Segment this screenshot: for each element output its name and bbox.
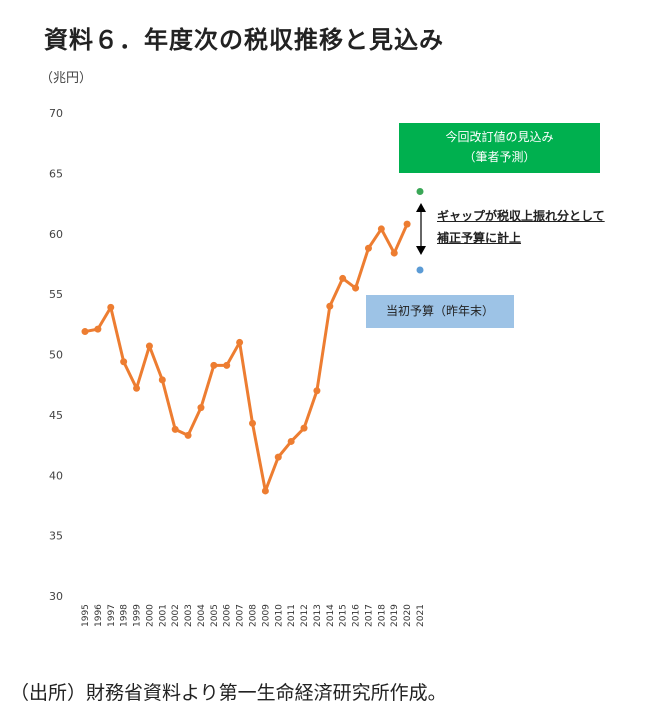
data-point	[274, 453, 282, 461]
initial-budget-box: 当初予算（昨年末）	[366, 295, 514, 328]
x-tick-label: 2004	[197, 604, 207, 627]
x-tick-label: 1999	[133, 604, 143, 627]
x-tick-label: 2014	[326, 604, 336, 627]
y-tick-label: 60	[49, 228, 63, 241]
x-tick-label: 2012	[300, 604, 310, 627]
gap-note-line2: 補正予算に計上	[437, 231, 522, 245]
data-point	[171, 425, 179, 433]
x-tick-label: 1996	[94, 604, 104, 627]
data-point	[107, 303, 115, 311]
data-point	[249, 419, 256, 427]
x-tick-label: 2007	[236, 604, 246, 627]
x-tick-label: 1995	[81, 604, 91, 627]
data-point	[158, 376, 166, 384]
x-tick-label: 2005	[210, 604, 220, 627]
x-tick-label: 2016	[352, 604, 362, 627]
y-tick-label: 30	[49, 590, 63, 603]
x-tick-label: 2006	[223, 604, 233, 627]
y-axis-unit: （兆円）	[40, 71, 93, 86]
y-tick-label: 35	[49, 530, 63, 543]
chart-title: 資料６．年度次の税収推移と見込み	[44, 26, 444, 54]
x-tick-label: 2020	[403, 604, 413, 627]
data-point	[403, 220, 411, 228]
x-tick-label: 2017	[364, 604, 374, 627]
x-tick-label: 1997	[107, 604, 117, 627]
data-point	[81, 328, 89, 336]
forecast-label-line1: 今回改訂値の見込み	[445, 130, 554, 144]
data-point	[236, 338, 244, 346]
data-point	[94, 325, 102, 333]
y-tick-label: 70	[49, 107, 63, 120]
initial-budget-point	[416, 266, 424, 274]
y-tick-label: 50	[49, 349, 63, 362]
data-point	[145, 342, 153, 350]
x-tick-label: 2010	[274, 604, 284, 627]
data-point	[377, 225, 385, 233]
y-tick-label: 40	[49, 469, 63, 482]
x-tick-label: 2001	[158, 604, 168, 627]
x-tick-label: 2015	[339, 604, 349, 627]
data-point	[223, 361, 231, 369]
data-point	[287, 437, 295, 445]
x-tick-label: 2003	[184, 604, 194, 627]
forecast-label-box: 今回改訂値の見込み （筆者予測）	[399, 123, 600, 173]
x-tick-label: 2018	[377, 604, 387, 627]
x-tick-label: 2000	[145, 604, 155, 627]
x-tick-label: 2019	[390, 604, 400, 627]
data-point	[313, 387, 321, 395]
tax-revenue-line	[84, 223, 409, 493]
x-tick-label: 1998	[120, 604, 130, 627]
source-note: （出所）財務省資料より第一生命経済研究所作成。	[10, 682, 447, 704]
data-point	[133, 384, 141, 392]
x-tick-label: 2008	[249, 604, 259, 627]
y-tick-label: 45	[49, 409, 63, 422]
x-tick-label: 2011	[287, 604, 297, 627]
x-tick-label: 2021	[416, 604, 426, 627]
gap-arrow	[416, 203, 426, 255]
data-point	[352, 284, 360, 292]
x-tick-label: 2002	[171, 604, 181, 627]
data-point	[326, 302, 334, 310]
forecast-label-line2: （筆者予測）	[463, 150, 536, 164]
gap-note: ギャップが税収上振れ分として 補正予算に計上	[437, 205, 605, 249]
data-point	[390, 249, 398, 257]
data-point	[300, 424, 308, 432]
y-tick-label: 55	[49, 288, 63, 301]
gap-note-line1: ギャップが税収上振れ分として	[437, 209, 605, 223]
data-point	[197, 404, 205, 412]
forecast-point	[416, 187, 424, 195]
data-point	[364, 244, 372, 252]
x-tick-label: 2013	[313, 604, 323, 627]
data-point	[184, 431, 192, 439]
y-tick-label: 65	[49, 167, 63, 180]
data-point	[210, 361, 218, 369]
x-tick-label: 2009	[261, 604, 271, 627]
data-point	[120, 358, 128, 366]
data-point	[261, 487, 269, 495]
data-point	[339, 274, 347, 282]
